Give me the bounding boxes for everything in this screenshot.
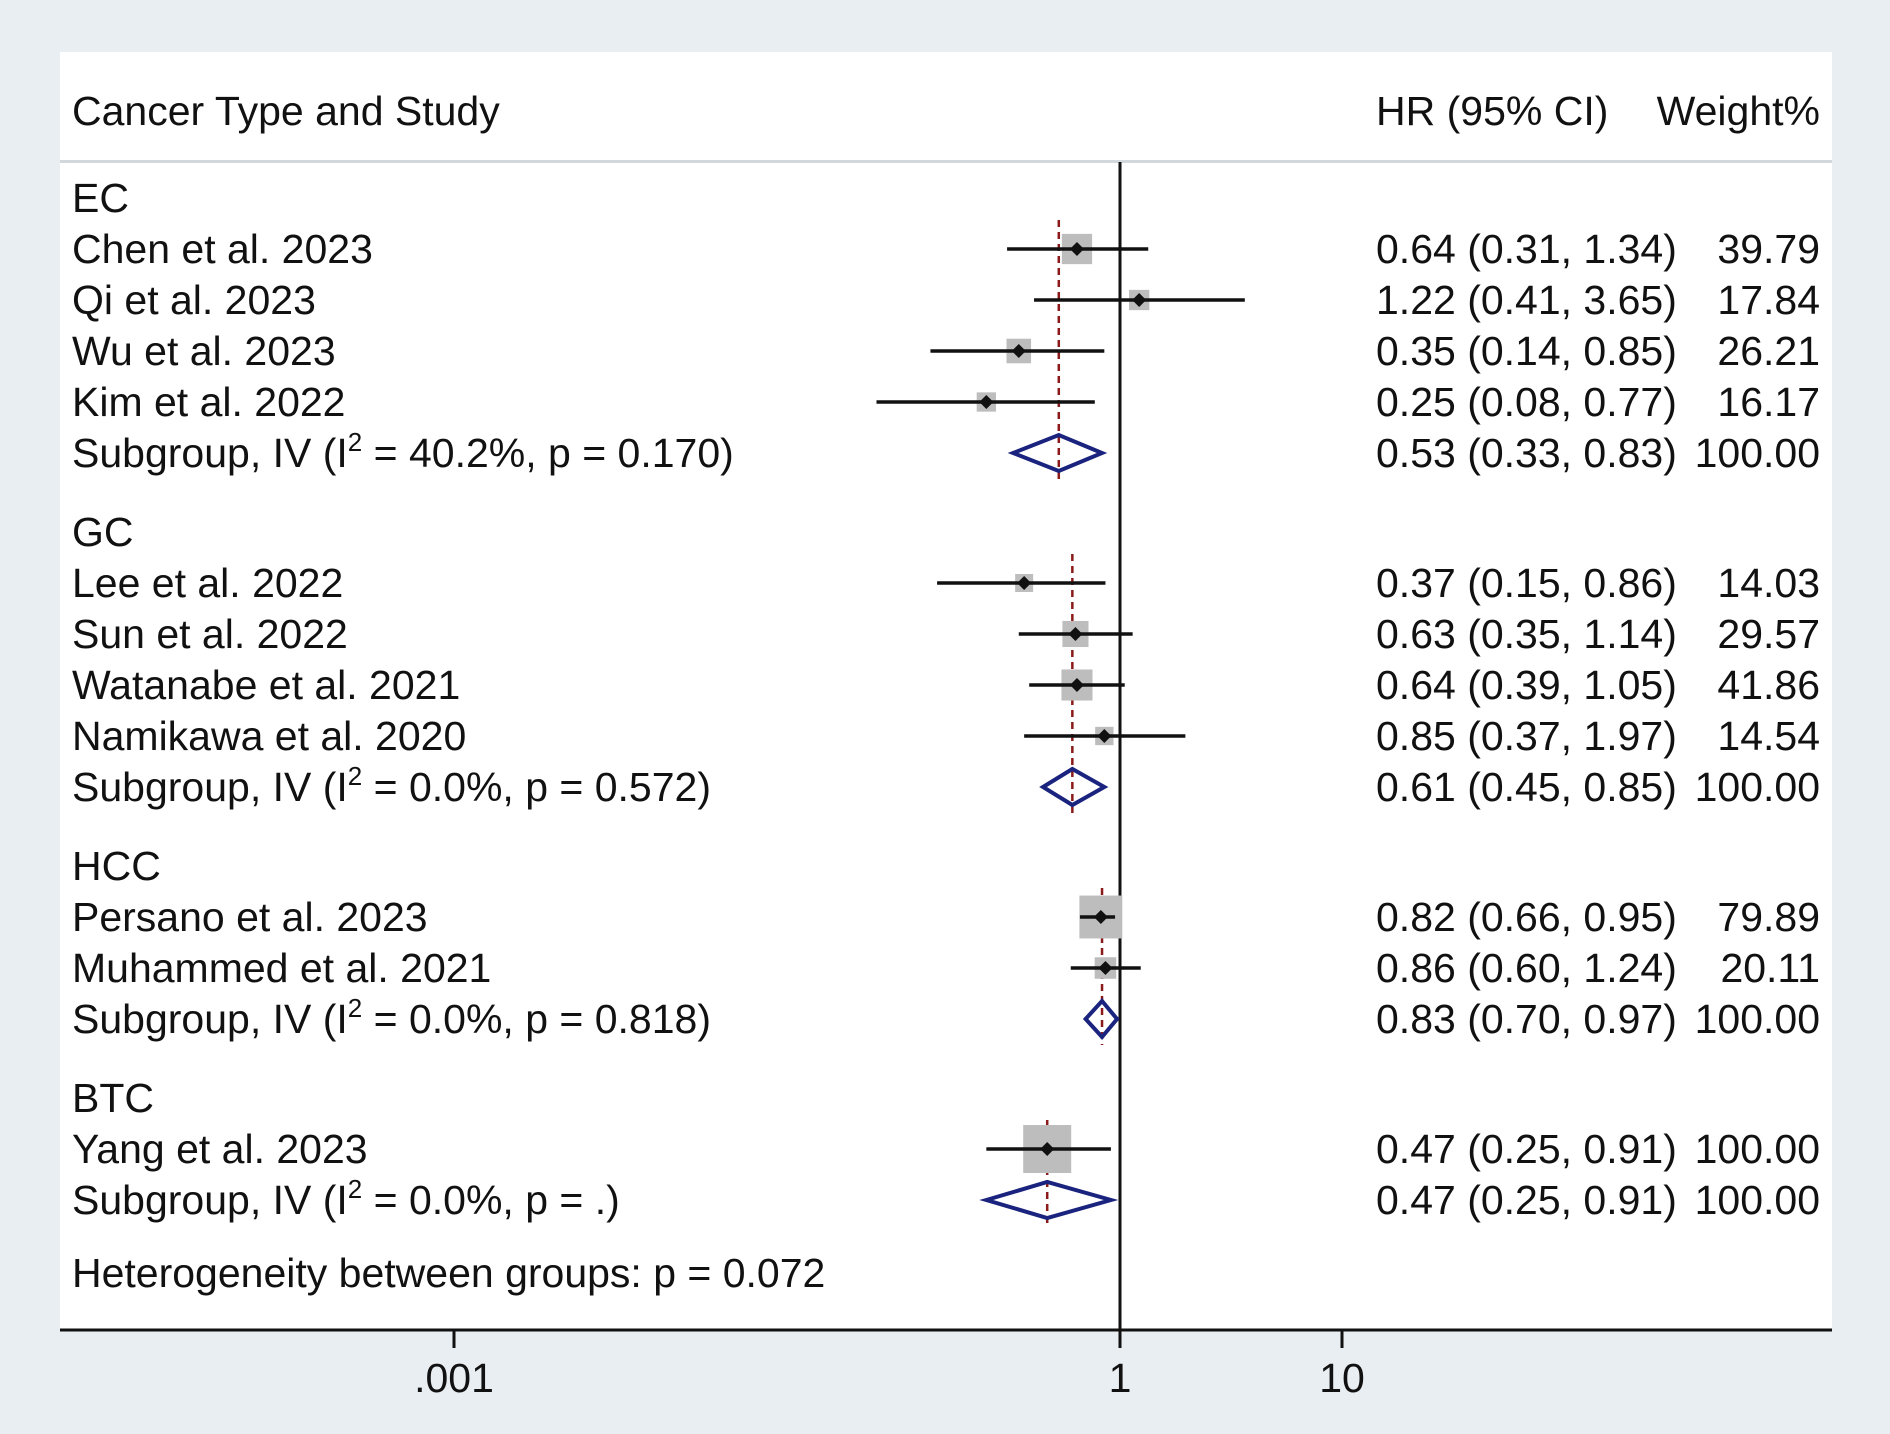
study-hr-ci: 0.64 (0.31, 1.34) [1376,226,1677,272]
point-estimate-marker [1093,910,1108,924]
study-hr-ci: 0.35 (0.14, 0.85) [1376,328,1677,374]
study-weight: 41.86 [1717,662,1820,708]
study-label: Wu et al. 2023 [72,328,336,374]
subgroup-label-superscript: 2 [347,993,363,1023]
subgroup-weight: 100.00 [1694,996,1820,1042]
subgroup-hr-ci: 0.47 (0.25, 0.91) [1376,1177,1677,1223]
header-weight-label: Weight% [1656,88,1820,134]
subgroup-label-prefix: Subgroup, IV (I [72,430,348,476]
subgroup-label-suffix: = 0.0%, p = .) [362,1177,620,1223]
study-label: Muhammed et al. 2021 [72,945,492,991]
heterogeneity-footer: Heterogeneity between groups: p = 0.072 [72,1250,826,1296]
point-estimate-marker [1098,961,1113,975]
point-estimate-marker [1040,1142,1055,1156]
study-hr-ci: 0.64 (0.39, 1.05) [1376,662,1677,708]
point-estimate-marker [1068,627,1083,641]
point-estimate-marker [1017,576,1032,590]
study-weight: 14.03 [1717,560,1820,606]
study-weight: 39.79 [1717,226,1820,272]
group-label-hcc: HCC [72,843,161,889]
subgroup-label-suffix: = 40.2%, p = 0.170) [362,430,734,476]
point-estimate-marker [1097,729,1112,743]
study-label: Sun et al. 2022 [72,611,348,657]
study-label: Lee et al. 2022 [72,560,344,606]
study-hr-ci: 0.47 (0.25, 0.91) [1376,1126,1677,1172]
study-hr-ci: 0.37 (0.15, 0.86) [1376,560,1677,606]
subgroup-label-suffix: = 0.0%, p = 0.818) [362,996,711,1042]
subgroup-diamond [979,1179,1119,1221]
point-estimate-marker [1069,242,1084,256]
study-weight: 14.54 [1717,713,1820,759]
subgroup-weight: 100.00 [1694,1177,1820,1223]
study-label: Namikawa et al. 2020 [72,713,467,759]
subgroup-weight: 100.00 [1694,764,1820,810]
study-label: Chen et al. 2023 [72,226,373,272]
study-hr-ci: 0.63 (0.35, 1.14) [1376,611,1677,657]
x-tick-label: 1 [1108,1355,1132,1401]
study-label: Kim et al. 2022 [72,379,346,425]
subgroup-label-prefix: Subgroup, IV (I [72,764,348,810]
subgroup-label: Subgroup, IV (I2 = 0.0%, p = 0.818) [72,995,711,1042]
subgroup-label-superscript: 2 [347,427,363,457]
study-weight: 100.00 [1694,1126,1820,1172]
header-study-label: Cancer Type and Study [72,88,500,134]
subgroup-label-prefix: Subgroup, IV (I [72,1177,348,1223]
subgroup-hr-ci: 0.53 (0.33, 0.83) [1376,430,1677,476]
study-hr-ci: 0.25 (0.08, 0.77) [1376,379,1677,425]
study-hr-ci: 0.86 (0.60, 1.24) [1376,945,1677,991]
study-weight: 79.89 [1717,894,1820,940]
study-weight: 16.17 [1717,379,1820,425]
point-estimate-marker [979,395,994,409]
point-estimate-marker [1011,344,1026,358]
subgroup-diamond [1082,997,1120,1041]
group-label-ec: EC [72,175,129,221]
study-label: Yang et al. 2023 [72,1126,368,1172]
subgroup-label-superscript: 2 [347,1174,363,1204]
header-hr-label: HR (95% CI) [1376,88,1609,134]
subgroup-diamond [1039,766,1109,808]
subgroup-label: Subgroup, IV (I2 = 0.0%, p = 0.572) [72,763,711,810]
subgroup-label: Subgroup, IV (I2 = 40.2%, p = 0.170) [72,429,734,476]
group-label-btc: BTC [72,1075,154,1121]
point-estimate-marker [1069,678,1084,692]
x-tick-label: .001 [414,1355,494,1401]
study-weight: 26.21 [1717,328,1820,374]
plot-panel [60,52,1832,1329]
subgroup-label: Subgroup, IV (I2 = 0.0%, p = .) [72,1176,620,1223]
point-estimate-marker [1132,293,1147,307]
study-hr-ci: 0.82 (0.66, 0.95) [1376,894,1677,940]
subgroup-hr-ci: 0.83 (0.70, 0.97) [1376,996,1677,1042]
study-label: Qi et al. 2023 [72,277,316,323]
subgroup-diamond [1007,432,1108,474]
x-tick-label: 10 [1319,1355,1365,1401]
group-label-gc: GC [72,509,134,555]
study-hr-ci: 0.85 (0.37, 1.97) [1376,713,1677,759]
subgroup-label-superscript: 2 [347,761,363,791]
study-hr-ci: 1.22 (0.41, 3.65) [1376,277,1677,323]
study-weight: 20.11 [1720,945,1820,991]
subgroup-label-prefix: Subgroup, IV (I [72,996,348,1042]
study-label: Persano et al. 2023 [72,894,428,940]
header-divider [60,160,1832,163]
subgroup-weight: 100.00 [1694,430,1820,476]
subgroup-label-suffix: = 0.0%, p = 0.572) [362,764,711,810]
study-label: Watanabe et al. 2021 [72,662,461,708]
study-weight: 17.84 [1717,277,1820,323]
subgroup-hr-ci: 0.61 (0.45, 0.85) [1376,764,1677,810]
study-weight: 29.57 [1717,611,1820,657]
